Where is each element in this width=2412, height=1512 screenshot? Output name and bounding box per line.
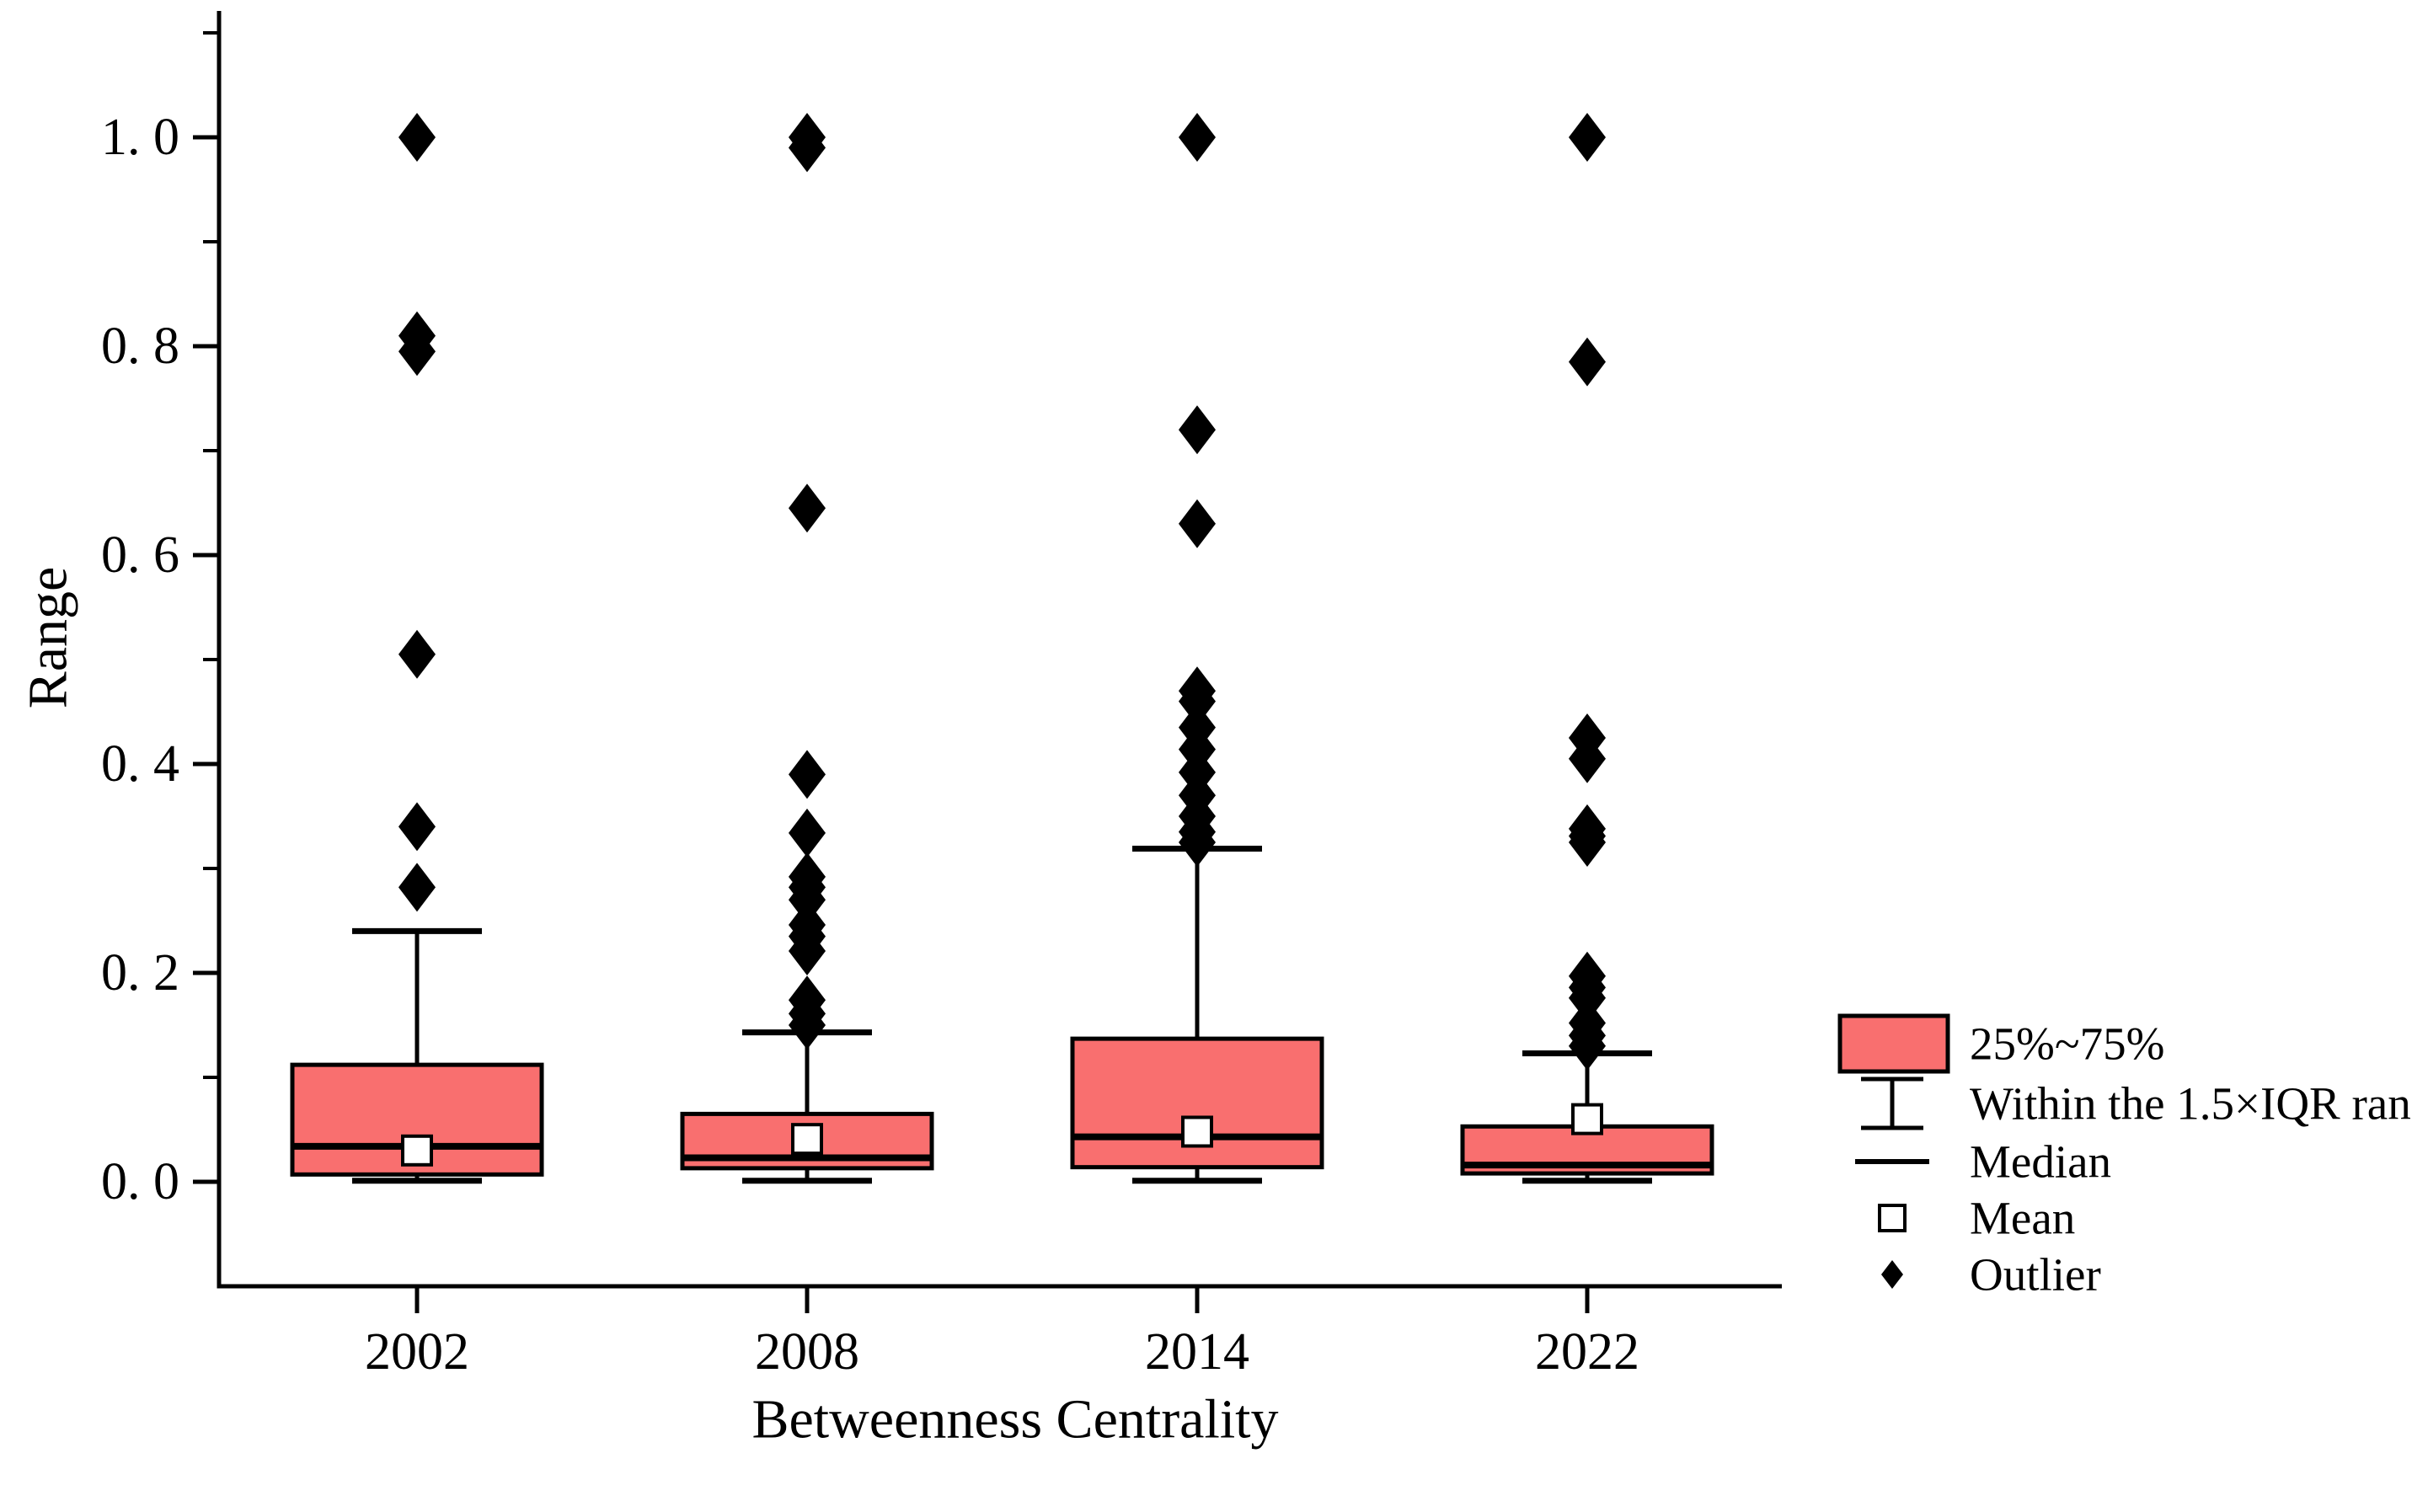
legend: 25%~75% Within the 1.5×IQR range MedianMea…	[1837, 1013, 2412, 1301]
outlier-marker	[1179, 405, 1216, 455]
y-tick-label: 1. 0	[101, 109, 179, 166]
x-tick-label: 2008	[755, 1323, 859, 1381]
legend-item-outlier-diamond: Outlier	[1881, 1249, 2101, 1301]
outlier-marker	[398, 863, 436, 912]
legend-label: 25%~75%	[1970, 1018, 2164, 1070]
outlier-marker	[1569, 337, 1606, 387]
y-axis-title: Range	[18, 567, 79, 709]
outlier-marker	[1179, 113, 1216, 162]
outlier-marker	[398, 802, 436, 852]
legend-box-swatch	[1837, 1013, 1950, 1074]
outlier-marker	[789, 750, 826, 799]
legend-mean-square	[1878, 1204, 1907, 1232]
axes: 0. 0 0. 2 0. 4 0. 6 0. 8 1. 0 2002 2008 2014 2022	[101, 11, 1782, 1381]
legend-item-mean-square: Mean	[1878, 1193, 2075, 1244]
outlier-marker	[398, 311, 436, 361]
outlier-marker	[398, 629, 436, 679]
mean-marker	[1181, 1115, 1213, 1148]
y-tick-label: 0. 6	[101, 526, 179, 584]
outlier-marker	[1179, 703, 1216, 752]
x-tick-label: 2002	[365, 1323, 469, 1381]
outlier-marker	[789, 808, 826, 858]
box-group-2014	[1070, 113, 1324, 1184]
box-group-2008	[680, 113, 934, 1184]
outlier-marker	[789, 900, 826, 949]
outlier-marker	[1569, 951, 1606, 1001]
outlier-marker	[1569, 998, 1606, 1048]
plot-area	[290, 113, 1714, 1184]
y-tick-label: 0. 4	[101, 735, 179, 793]
legend-label: Outlier	[1970, 1249, 2101, 1301]
legend-item-whisker-iqr: Within the 1.5×IQR range	[1861, 1077, 2412, 1130]
outlier-marker	[1569, 804, 1606, 853]
outlier-marker	[1179, 499, 1216, 548]
x-tick-label: 2022	[1535, 1323, 1639, 1381]
outlier-marker	[1569, 713, 1606, 762]
outlier-marker	[1179, 666, 1216, 716]
box-group-2022	[1460, 113, 1714, 1184]
box-group-2002	[290, 113, 544, 1184]
outlier-marker	[789, 484, 826, 533]
mean-marker	[401, 1134, 433, 1167]
mean-marker	[1571, 1103, 1603, 1135]
legend-outlier-diamond	[1881, 1260, 1903, 1289]
legend-label: Median	[1970, 1136, 2111, 1188]
y-tick-label: 0. 2	[101, 944, 179, 1002]
x-tick-label: 2014	[1145, 1323, 1249, 1381]
outlier-marker	[398, 113, 436, 162]
x-axis-title: Betweenness Centrality	[751, 1389, 1278, 1451]
outlier-marker	[789, 852, 826, 901]
legend-item-median-line: Median	[1855, 1136, 2111, 1188]
legend-label: Mean	[1970, 1193, 2075, 1244]
mean-marker	[791, 1123, 823, 1156]
outlier-marker	[1569, 113, 1606, 162]
legend-label: Within the 1.5×IQR range	[1970, 1078, 2412, 1130]
iqr-box	[1070, 1036, 1324, 1170]
y-tick-label: 0. 0	[101, 1153, 179, 1210]
outlier-marker	[789, 113, 826, 162]
legend-item-box-25-75: 25%~75%	[1837, 1013, 2164, 1074]
y-tick-label: 0. 8	[101, 318, 179, 375]
outlier-marker	[789, 975, 826, 1025]
